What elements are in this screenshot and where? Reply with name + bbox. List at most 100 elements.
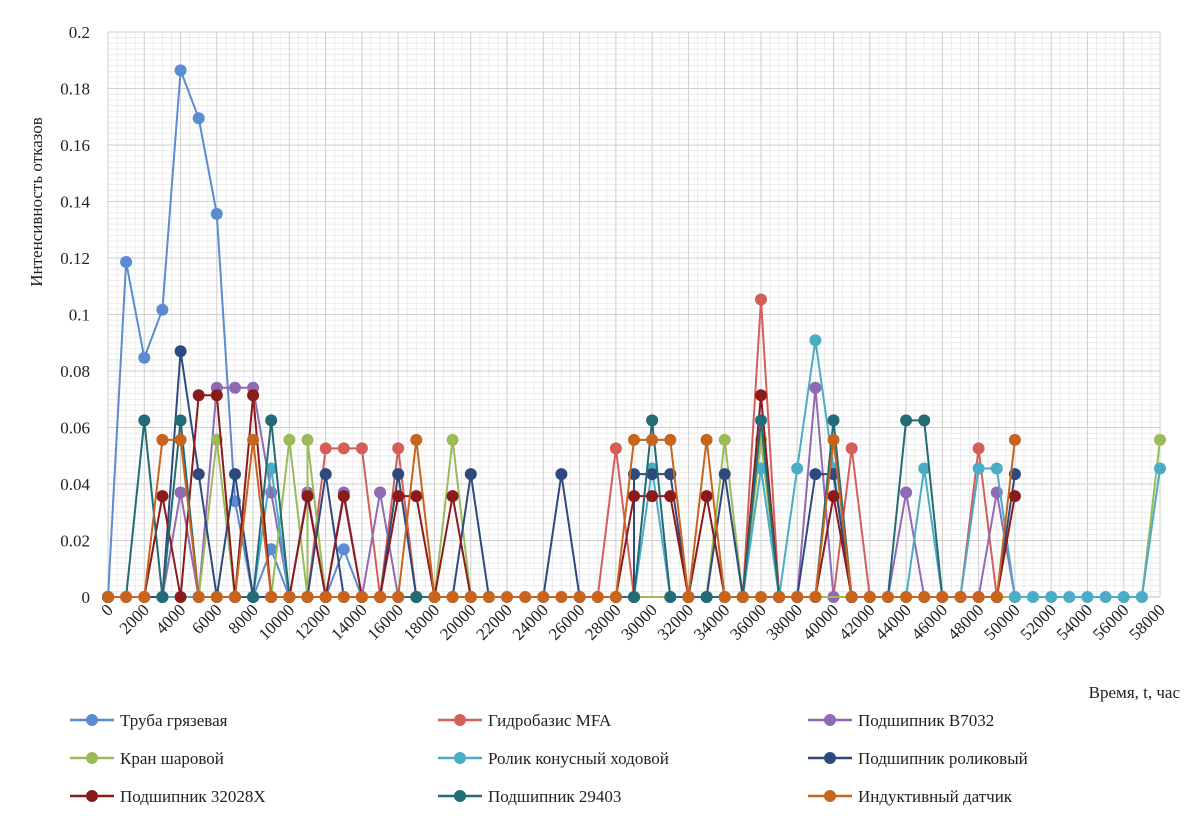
- data-point: [755, 462, 767, 475]
- data-point: [918, 414, 931, 427]
- data-point: [1154, 433, 1166, 446]
- legend-item: Подшипник B7032: [808, 711, 994, 730]
- data-point: [247, 433, 260, 446]
- data-point: [1081, 591, 1094, 603]
- data-point: [791, 591, 804, 603]
- data-point: [809, 591, 822, 603]
- legend-label: Труба грязевая: [120, 711, 228, 730]
- data-point: [664, 490, 677, 503]
- legend-swatch-marker: [86, 752, 98, 764]
- data-point: [120, 256, 133, 268]
- data-point: [337, 543, 350, 556]
- data-point: [609, 591, 622, 603]
- data-point: [446, 490, 459, 503]
- data-point: [664, 433, 677, 446]
- data-point: [1099, 591, 1112, 603]
- data-point: [337, 442, 350, 455]
- data-point: [918, 462, 931, 475]
- data-point: [555, 591, 568, 603]
- data-point: [247, 389, 260, 402]
- data-point: [863, 591, 876, 603]
- y-tick-label: 0.1: [69, 306, 90, 325]
- data-point: [972, 442, 985, 455]
- legend-label: Индуктивный датчик: [858, 787, 1013, 806]
- data-point: [229, 468, 241, 481]
- data-point: [392, 468, 405, 481]
- data-point: [102, 591, 114, 603]
- data-point: [628, 433, 640, 446]
- data-point: [700, 433, 713, 446]
- data-point: [918, 591, 931, 603]
- legend-item: Подшипник роликовый: [808, 749, 1028, 768]
- y-tick-label: 0.08: [60, 362, 90, 381]
- data-point: [936, 591, 949, 603]
- data-point: [990, 462, 1003, 475]
- data-point: [355, 591, 368, 603]
- data-point: [1045, 591, 1058, 603]
- data-point: [900, 414, 913, 427]
- legend-label: Подшипник 29403: [488, 787, 621, 806]
- legend-swatch-marker: [454, 752, 466, 764]
- data-point: [392, 591, 405, 603]
- data-point: [319, 468, 332, 481]
- data-point: [174, 64, 187, 77]
- data-point: [972, 591, 985, 603]
- data-point: [192, 389, 205, 402]
- data-point: [809, 334, 822, 347]
- data-point: [537, 591, 550, 603]
- data-point: [355, 442, 368, 455]
- data-point: [210, 591, 223, 603]
- data-point: [664, 591, 677, 603]
- y-tick-labels: 0 0.02 0.04 0.06 0.08 0.1 0.12 0.14 0.16 0.18 0.2: [60, 23, 90, 607]
- data-point: [1135, 591, 1148, 603]
- legend-swatch-marker: [454, 790, 466, 802]
- legend-item: Труба грязевая: [70, 711, 228, 730]
- data-point: [464, 591, 477, 603]
- data-point: [410, 490, 423, 503]
- data-point: [428, 591, 441, 603]
- data-point: [954, 591, 967, 603]
- legend-label: Подшипник B7032: [858, 711, 994, 730]
- data-point: [646, 414, 659, 427]
- legend-item: Подшипник 32028X: [70, 787, 266, 806]
- legend-swatch-marker: [86, 790, 98, 802]
- data-point: [609, 442, 622, 455]
- y-axis-label: Интенсивность отказов: [27, 117, 46, 287]
- data-point: [700, 490, 713, 503]
- y-tick-label: 0.06: [60, 419, 90, 438]
- data-point: [718, 591, 731, 603]
- data-point: [410, 433, 423, 446]
- data-point: [809, 381, 822, 394]
- data-point: [192, 591, 205, 603]
- legend-label: Кран шаровой: [120, 749, 224, 768]
- data-point: [900, 591, 913, 603]
- data-point: [755, 591, 767, 603]
- data-point: [682, 591, 695, 603]
- legend-item: Подшипник 29403: [438, 787, 621, 806]
- data-point: [337, 591, 350, 603]
- data-point: [755, 389, 767, 402]
- data-point: [120, 591, 133, 603]
- y-tick-label: 0.14: [60, 193, 90, 212]
- data-point: [210, 389, 223, 402]
- data-point: [1008, 591, 1021, 603]
- data-point: [646, 433, 659, 446]
- data-point: [192, 112, 205, 125]
- legend-label: Гидробазис MFA: [488, 711, 612, 730]
- data-point: [501, 591, 513, 603]
- data-point: [301, 433, 314, 446]
- data-point: [192, 468, 205, 481]
- data-point: [337, 490, 350, 503]
- data-point: [1027, 591, 1039, 603]
- y-tick-label: 0.2: [69, 23, 90, 42]
- y-tick-label: 0.18: [60, 80, 90, 99]
- data-point: [755, 293, 767, 306]
- legend: Труба грязевая Гидробазис MFA Подшипник B7…: [70, 711, 1028, 806]
- data-point: [247, 591, 260, 603]
- data-point: [174, 345, 187, 358]
- legend-item: Ролик конусный ходовой: [438, 749, 669, 768]
- data-point: [827, 490, 840, 503]
- data-point: [881, 591, 894, 603]
- data-point: [156, 303, 169, 316]
